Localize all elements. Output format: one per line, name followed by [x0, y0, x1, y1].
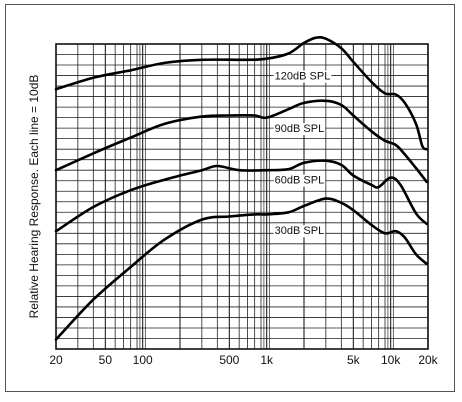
x-tick-label: 5k — [347, 353, 361, 367]
x-tick-label: 1k — [260, 353, 274, 367]
curve-90db-spl — [54, 99, 428, 184]
x-axis-tick-labels: 20 50 100 500 1k 5k 10k 20k — [49, 353, 438, 367]
curve-30db-spl — [54, 197, 428, 341]
curve-labels: 120dB SPL 90dB SPL 60dB SPL 30dB SPL — [273, 70, 332, 238]
curves — [54, 35, 428, 341]
curve-60db-spl — [54, 159, 428, 233]
curve-120db-spl — [54, 35, 428, 151]
curve-label-background — [273, 70, 332, 83]
grid — [55, 43, 429, 350]
curve-label-background — [273, 174, 326, 187]
curve-label: 90dB SPL — [275, 123, 325, 135]
x-tick-label: 500 — [219, 353, 239, 367]
y-axis-label: Relative Hearing Response. Each line = 1… — [27, 75, 41, 319]
x-tick-label: 50 — [99, 353, 113, 367]
curve-label: 120dB SPL — [275, 71, 331, 83]
curve-label: 60dB SPL — [275, 175, 325, 187]
x-tick-label: 100 — [133, 353, 153, 367]
x-tick-label: 10k — [381, 353, 401, 367]
curve-label-background — [273, 123, 326, 136]
x-tick-label: 20k — [418, 353, 438, 367]
x-tick-label: 20 — [49, 353, 63, 367]
curve-label: 30dB SPL — [275, 225, 325, 237]
plot-border — [55, 43, 429, 350]
curve-label-background — [273, 225, 326, 238]
figure-frame — [5, 4, 455, 392]
